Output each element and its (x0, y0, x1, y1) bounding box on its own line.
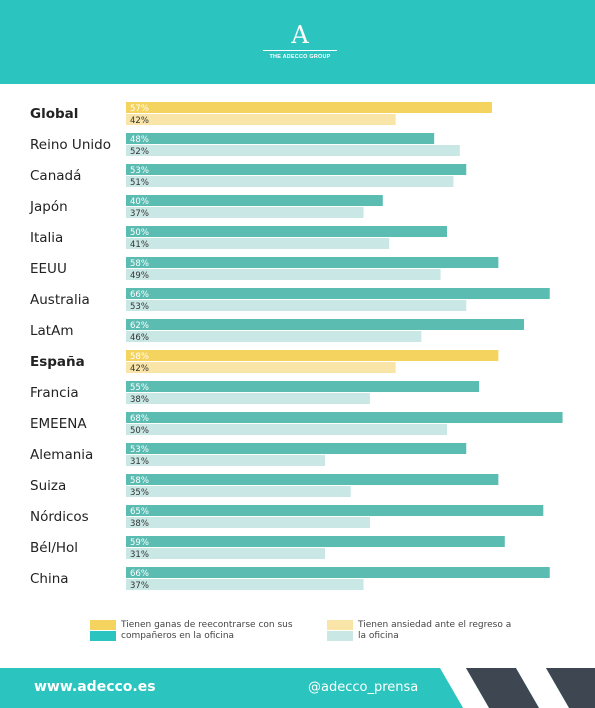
category-label: España (30, 354, 85, 370)
bar (126, 455, 326, 466)
bar (126, 300, 467, 311)
website-link[interactable]: www.adecco.es (34, 679, 156, 695)
legend-item-1: Tienen ganas de reecontrarse con sus com… (121, 620, 293, 641)
footer-banner: www.adecco.es @adecco_prensa (0, 668, 595, 708)
bar (126, 207, 364, 218)
category-label: Bél/Hol (30, 540, 78, 556)
category-label: EEUU (30, 261, 67, 277)
social-handle[interactable]: @adecco_prensa (308, 680, 419, 695)
category-label: LatAm (30, 323, 73, 339)
bar-value-label: 42% (130, 364, 149, 374)
category-label: EMEENA (30, 416, 87, 432)
bar (126, 269, 441, 280)
bar (126, 102, 492, 113)
bar-value-label: 65% (130, 507, 149, 517)
bar-value-label: 49% (130, 271, 149, 281)
bar-value-label: 41% (130, 240, 149, 250)
bar-value-label: 38% (130, 395, 149, 405)
bar (126, 257, 499, 268)
bar-value-label: 68% (130, 414, 149, 424)
bar-value-label: 66% (130, 290, 149, 300)
logo-mark: A (291, 21, 309, 49)
bar (126, 486, 351, 497)
bar-value-label: 66% (130, 569, 149, 579)
bar (126, 288, 550, 299)
category-label: Nórdicos (30, 509, 89, 525)
logo-text: THE ADECCO GROUP (269, 54, 331, 60)
bar-value-label: 58% (130, 476, 149, 486)
legend-swatch-highlight-1 (90, 620, 116, 630)
bar-value-label: 46% (130, 333, 149, 343)
bar-value-label: 31% (130, 550, 149, 560)
category-label: Suiza (30, 478, 66, 494)
legend-swatch-series-1 (90, 631, 116, 641)
bar-value-label: 48% (130, 135, 149, 145)
bar-value-label: 57% (130, 104, 149, 114)
category-label: Japón (29, 199, 68, 215)
logo-rule (263, 50, 337, 51)
bar (126, 114, 396, 125)
bar (126, 505, 544, 516)
bar (126, 443, 467, 454)
bar (126, 579, 364, 590)
category-label: Reino Unido (30, 137, 111, 153)
bar (126, 548, 326, 559)
legend-swatch-series-2 (327, 631, 353, 641)
bar (126, 331, 422, 342)
bar-value-label: 50% (130, 228, 149, 238)
bar-value-label: 53% (130, 302, 149, 312)
bar-value-label: 51% (130, 178, 149, 188)
bar (126, 362, 396, 373)
bar (126, 133, 435, 144)
bar-value-label: 38% (130, 519, 149, 529)
bar (126, 474, 499, 485)
bar (126, 412, 563, 423)
bar-value-label: 53% (130, 445, 149, 455)
bar-value-label: 31% (130, 457, 149, 467)
bar-value-label: 35% (130, 488, 149, 498)
bar (126, 195, 383, 206)
bar-value-label: 50% (130, 426, 149, 436)
bar (126, 226, 447, 237)
legend-item-2: Tienen ansiedad ante el regreso a la ofi… (358, 620, 512, 641)
bar-chart: Global 57% 42% Reino Unido 48% 52% Canadá 53% 51… (29, 102, 563, 591)
bar (126, 424, 447, 435)
bar-value-label: 37% (130, 209, 149, 219)
bar-value-label: 58% (130, 259, 149, 269)
bar (126, 381, 480, 392)
adecco-logo: A THE ADECCO GROUP (262, 22, 338, 68)
bar-value-label: 53% (130, 166, 149, 176)
bar (126, 567, 550, 578)
category-label: China (30, 571, 69, 587)
bar-value-label: 55% (130, 383, 149, 393)
bar (126, 393, 370, 404)
bar-value-label: 58% (130, 352, 149, 362)
header-banner: A THE ADECCO GROUP (0, 0, 595, 84)
legend-swatch-highlight-2 (327, 620, 353, 630)
bar-value-label: 37% (130, 581, 149, 591)
bar-value-label: 42% (130, 116, 149, 126)
category-label: Australia (30, 292, 90, 308)
category-label: Francia (30, 385, 79, 401)
bar (126, 164, 467, 175)
bar (126, 176, 454, 187)
bar (126, 319, 525, 330)
category-label: Global (30, 106, 78, 122)
bar-value-label: 40% (130, 197, 149, 207)
bar-value-label: 52% (130, 147, 149, 157)
bar-value-label: 62% (130, 321, 149, 331)
category-label: Canadá (30, 168, 81, 184)
category-label: Alemania (30, 447, 93, 463)
bar (126, 350, 499, 361)
bar (126, 145, 460, 156)
bar-value-label: 59% (130, 538, 149, 548)
category-label: Italia (30, 230, 63, 246)
bar (126, 238, 390, 249)
bar (126, 536, 505, 547)
bar (126, 517, 370, 528)
